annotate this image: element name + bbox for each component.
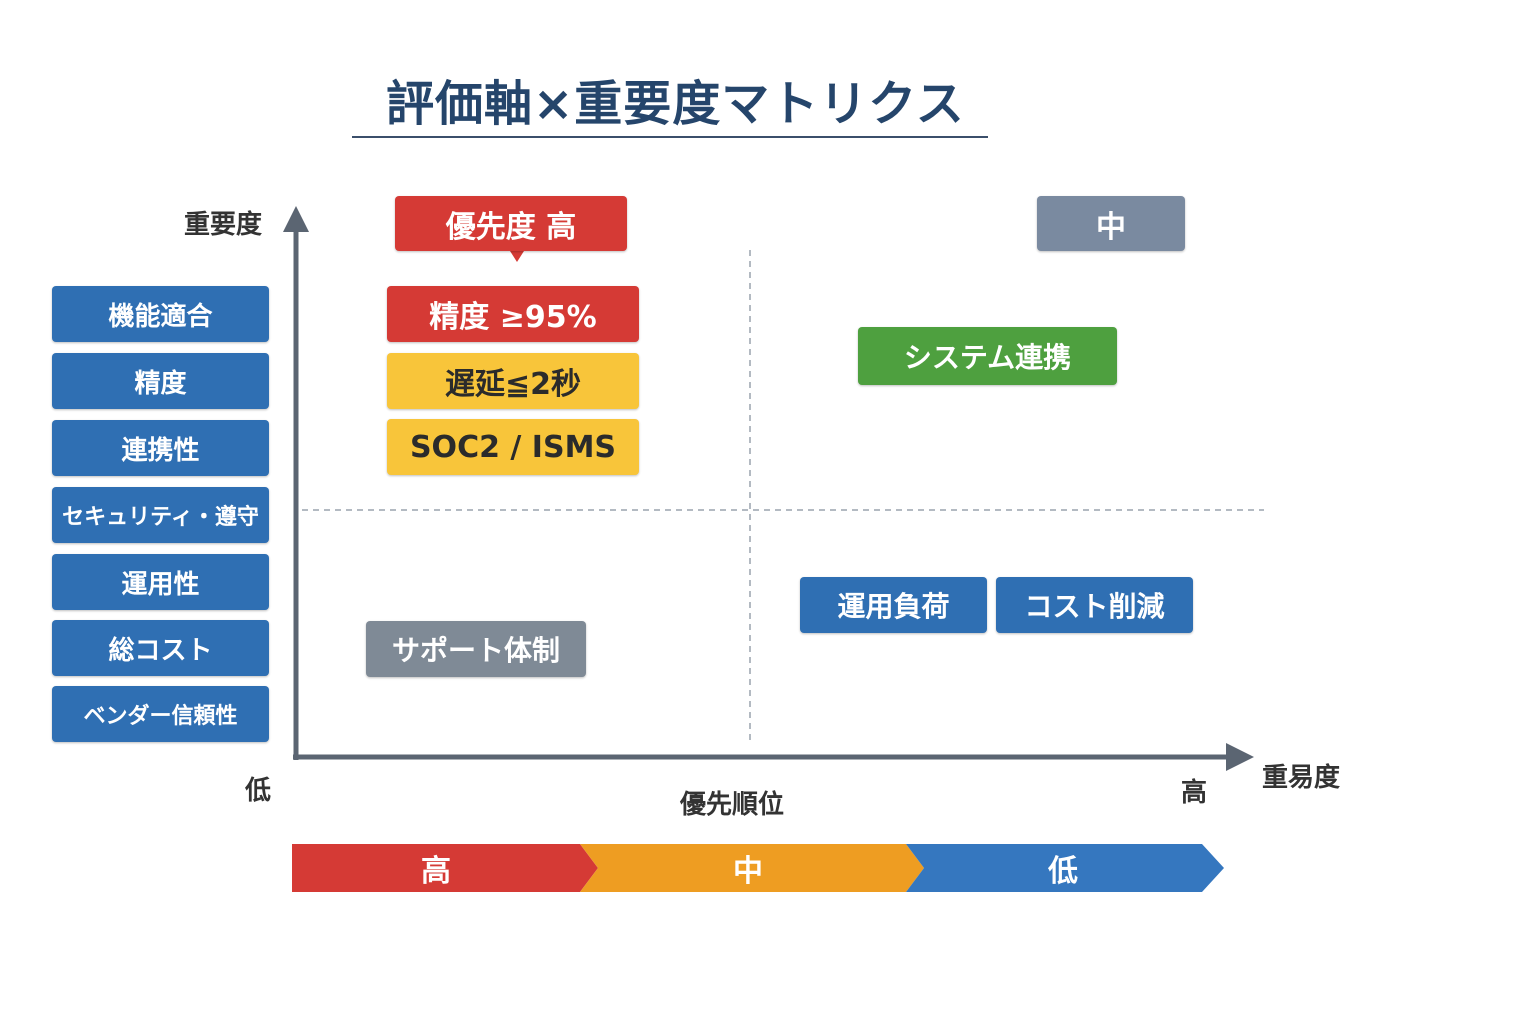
band-mid-segment	[580, 844, 924, 892]
support-item: サポート体制	[366, 621, 586, 677]
page-title: 評価軸×重要度マトリクス	[352, 62, 988, 138]
latency-item: 遅延≦2秒	[387, 353, 639, 409]
criteria-item: 連携性	[52, 420, 269, 476]
x-axis-label: 重易度	[1262, 763, 1341, 793]
band-high-segment	[292, 844, 598, 892]
cost-reduction-item: コスト削減	[996, 577, 1193, 633]
band-mid-label: 中	[733, 854, 763, 889]
criteria-item: ベンダー信頼性	[52, 686, 269, 742]
band-high-label: 高	[421, 854, 451, 889]
system-integration-item: システム連携	[858, 327, 1117, 385]
criteria-item: 精度	[52, 353, 269, 409]
priority-badge-pointer	[510, 251, 524, 262]
y-axis-arrowhead	[283, 206, 309, 232]
criteria-item: 機能適合	[52, 286, 269, 342]
mid-badge: 中	[1037, 196, 1185, 251]
priority-high-badge: 優先度 高	[395, 196, 627, 251]
y-axis-label: 重要度	[184, 210, 263, 240]
criteria-item: 運用性	[52, 554, 269, 610]
x-axis-caption: 優先順位	[680, 790, 785, 820]
low-label: 低	[245, 776, 272, 806]
ops-load-item: 運用負荷	[800, 577, 987, 633]
criteria-item: セキュリティ・遵守	[52, 487, 269, 543]
band-low-segment	[906, 844, 1224, 892]
accuracy-item: 精度 ≥95%	[387, 286, 639, 342]
high-label: 高	[1181, 778, 1208, 808]
security-compliance-item: SOC2 / ISMS	[387, 419, 639, 475]
criteria-item: 総コスト	[52, 620, 269, 676]
x-axis-arrowhead	[1226, 743, 1254, 771]
band-low-label: 低	[1048, 854, 1078, 889]
